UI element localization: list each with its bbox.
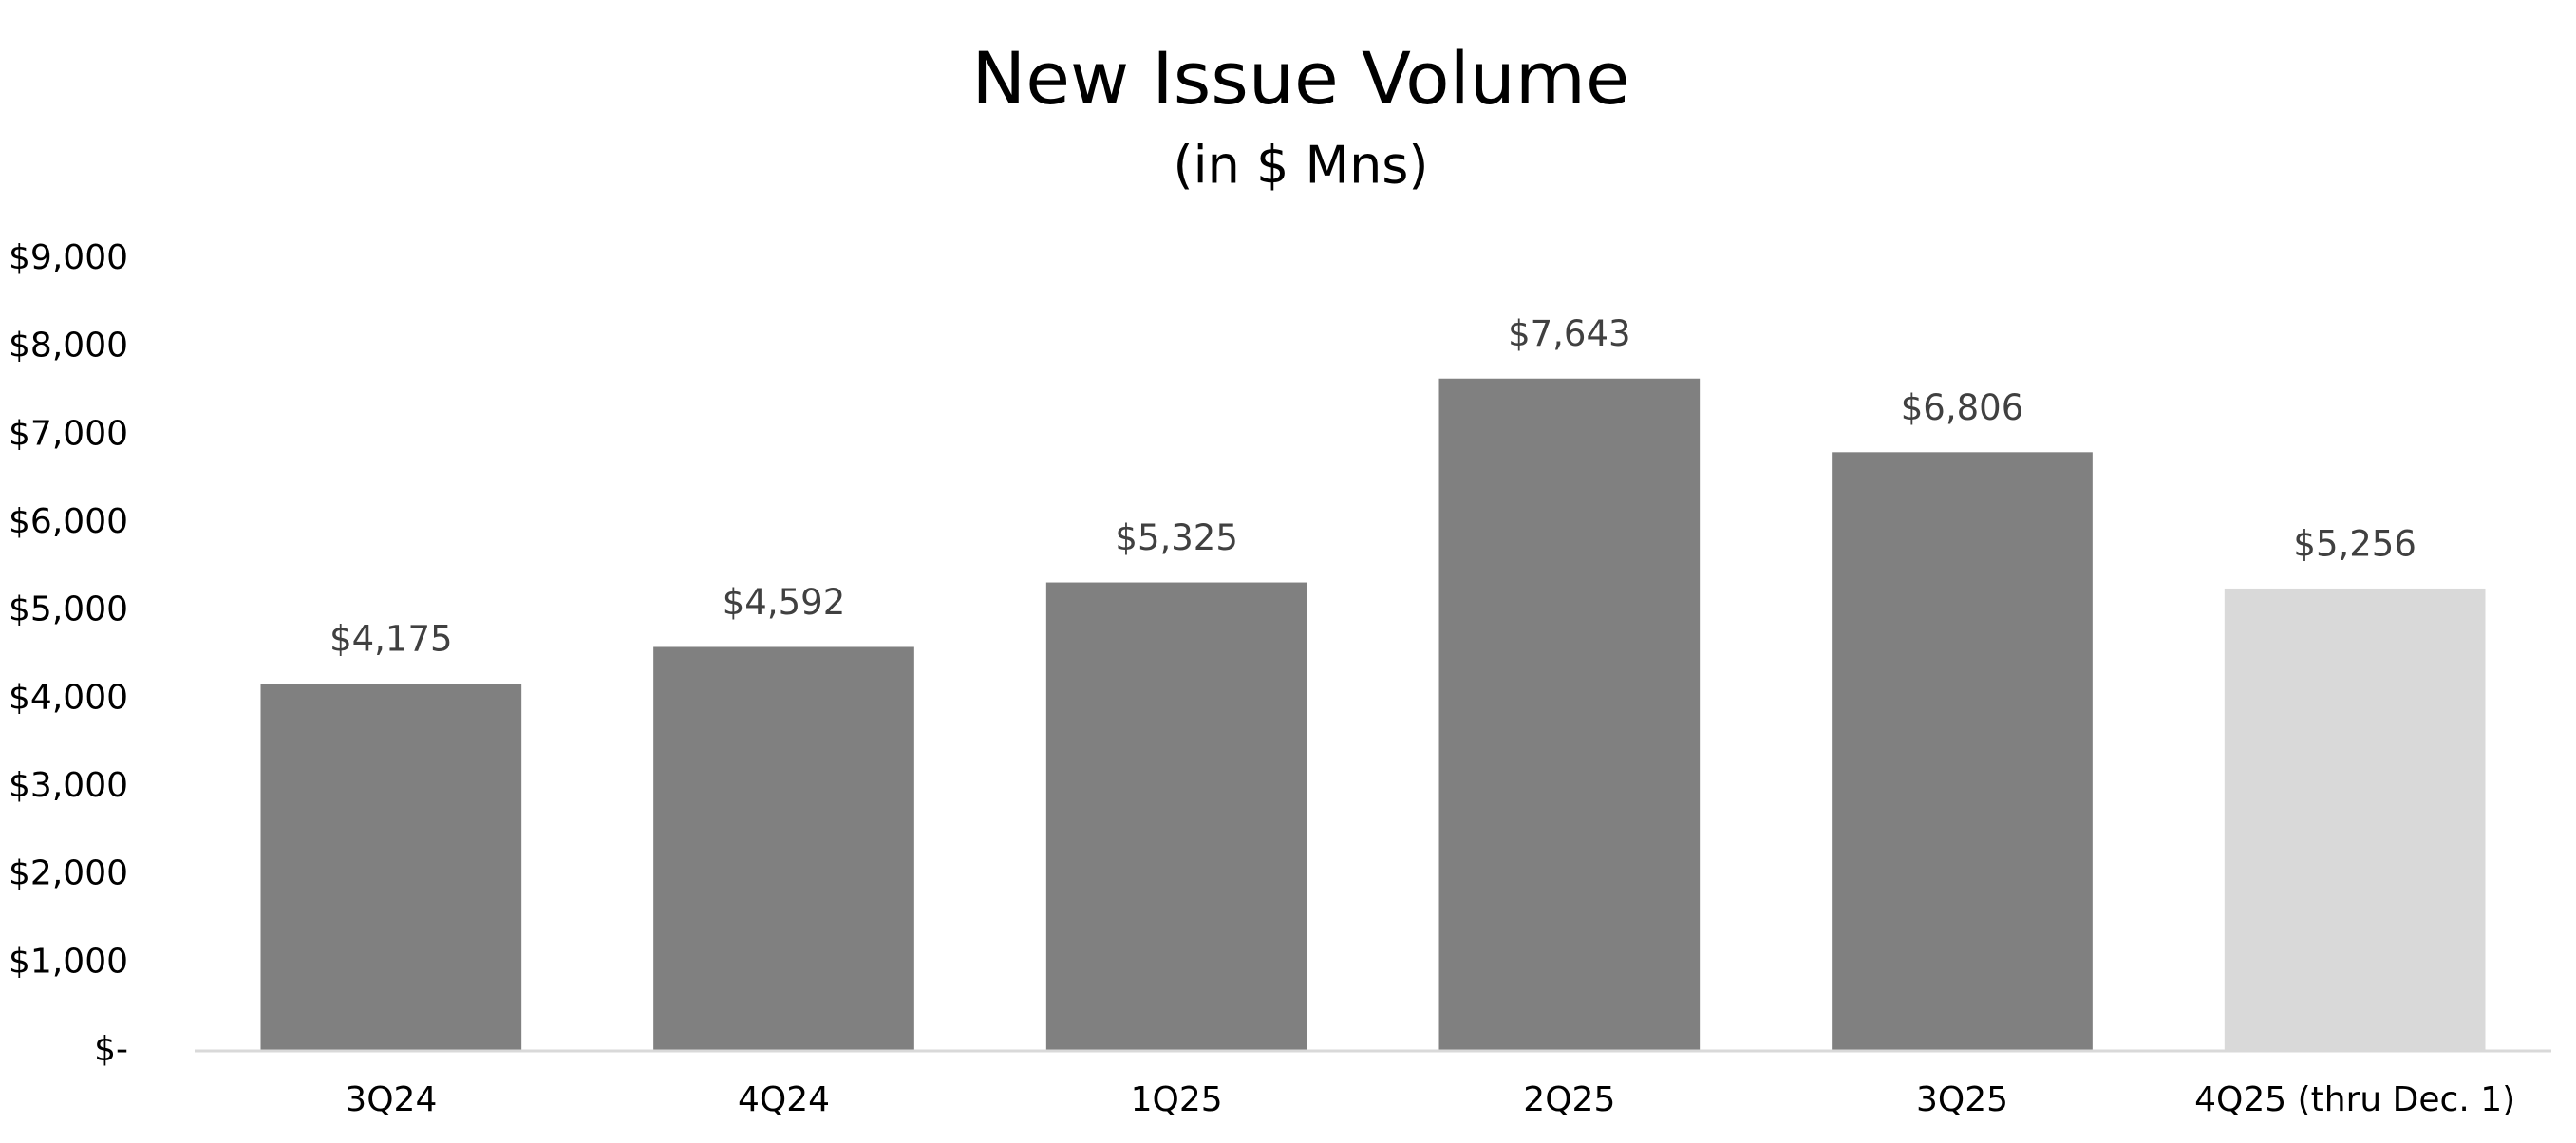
- chart-subtitle: (in $ Mns): [1174, 136, 1429, 196]
- y-tick-label: $2,000: [9, 854, 128, 893]
- data-label: $5,325: [1115, 517, 1237, 558]
- data-label: $6,806: [1901, 387, 2023, 428]
- x-tick-label: 1Q25: [1131, 1080, 1223, 1119]
- y-tick-label: $7,000: [9, 414, 128, 453]
- x-tick-label: 2Q25: [1523, 1080, 1615, 1119]
- chart-title: New Issue Volume: [971, 36, 1629, 121]
- y-tick-label: $8,000: [9, 327, 128, 365]
- data-label: $7,643: [1508, 313, 1630, 354]
- y-tick-label: $1,000: [9, 942, 128, 981]
- x-tick-label: 3Q24: [345, 1080, 437, 1119]
- data-label: $4,592: [723, 582, 845, 623]
- bar: [1438, 378, 1701, 1051]
- y-tick-label: $5,000: [9, 590, 128, 629]
- bar: [1045, 582, 1307, 1051]
- bar: [1832, 452, 2093, 1051]
- y-tick-label: $6,000: [9, 502, 128, 541]
- x-tick-label: 4Q25 (thru Dec. 1): [2194, 1080, 2515, 1119]
- y-tick-label: $-: [94, 1030, 128, 1069]
- bar: [260, 684, 522, 1051]
- y-tick-label: $9,000: [9, 238, 128, 277]
- bar: [2224, 588, 2486, 1051]
- y-tick-label: $4,000: [9, 678, 128, 717]
- x-tick-label: 4Q24: [738, 1080, 830, 1119]
- data-label: $4,175: [329, 619, 452, 660]
- data-label: $5,256: [2293, 523, 2416, 564]
- bar: [653, 646, 914, 1051]
- y-tick-label: $3,000: [9, 766, 128, 805]
- x-tick-label: 3Q25: [1916, 1080, 2008, 1119]
